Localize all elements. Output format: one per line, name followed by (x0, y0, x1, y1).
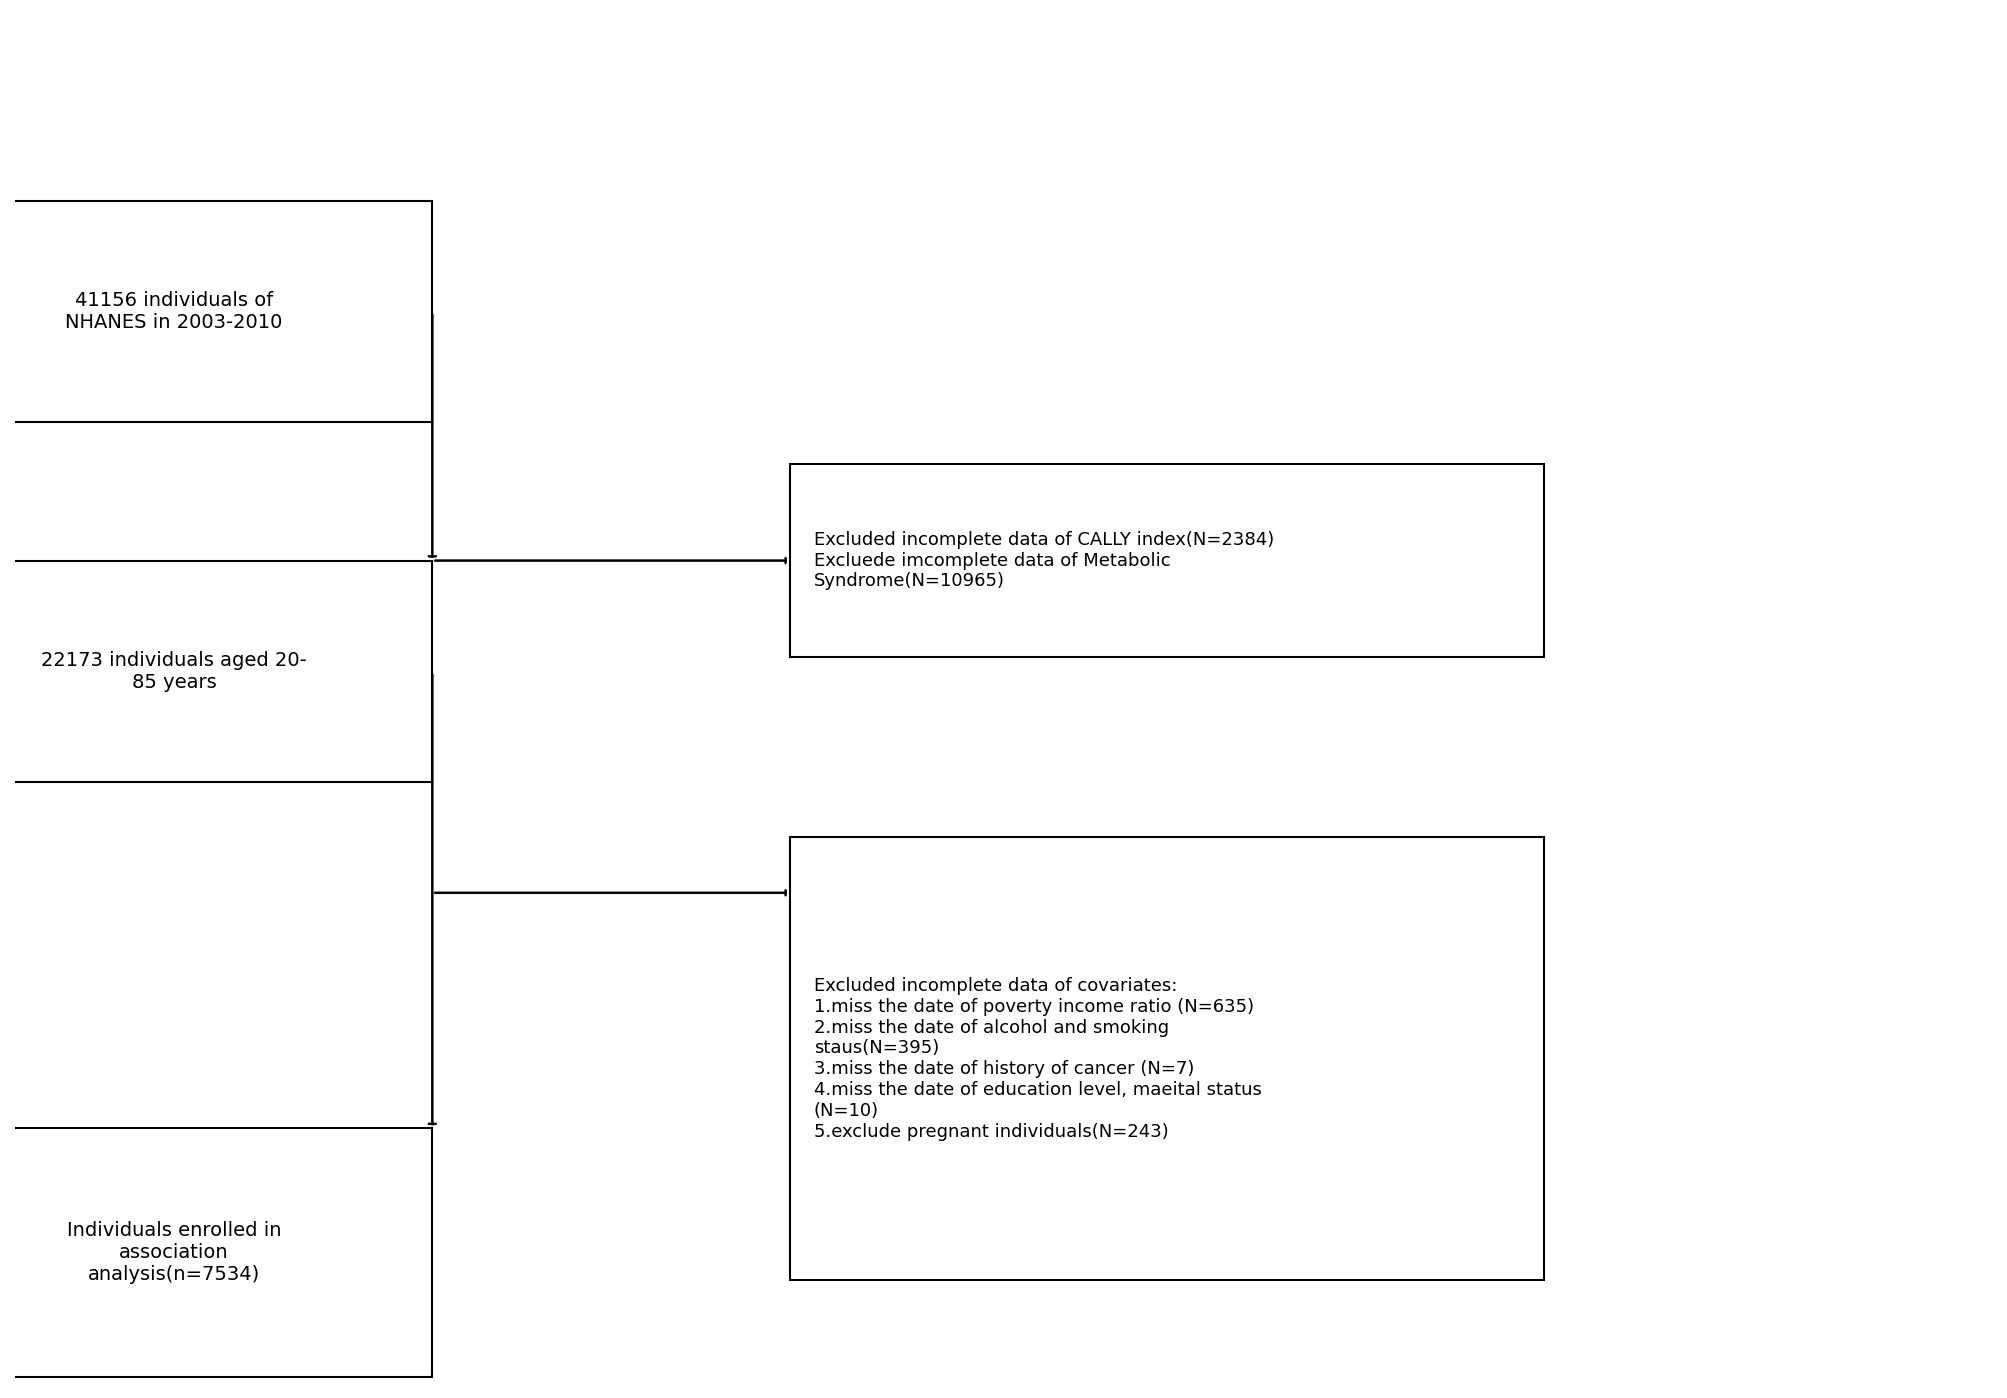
FancyBboxPatch shape (0, 1128, 432, 1377)
Text: Excluded incomplete data of covariates:
1.miss the date of poverty income ratio : Excluded incomplete data of covariates: … (813, 977, 1260, 1141)
FancyBboxPatch shape (0, 561, 432, 781)
Text: 41156 individuals of
NHANES in 2003-2010: 41156 individuals of NHANES in 2003-2010 (66, 291, 283, 331)
FancyBboxPatch shape (789, 464, 1543, 657)
Text: 22173 individuals aged 20-
85 years: 22173 individuals aged 20- 85 years (42, 651, 307, 692)
FancyBboxPatch shape (0, 201, 432, 422)
Text: Excluded incomplete data of CALLY index(N=2384)
Excluede imcomplete data of Meta: Excluded incomplete data of CALLY index(… (813, 531, 1272, 590)
FancyBboxPatch shape (789, 837, 1543, 1281)
Text: Individuals enrolled in
association
analysis(n=7534): Individuals enrolled in association anal… (66, 1220, 281, 1285)
